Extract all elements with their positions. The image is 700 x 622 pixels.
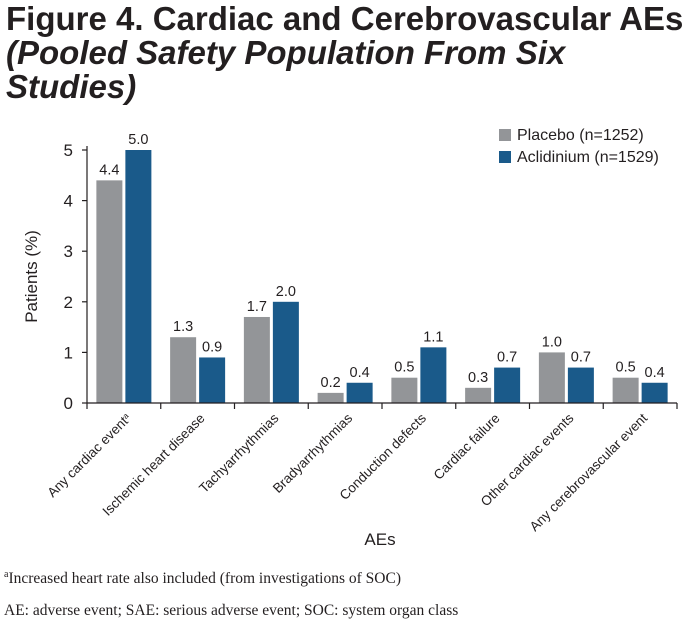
bar-value-label: 4.4	[99, 162, 119, 178]
bar-value-label: 0.4	[645, 365, 665, 381]
bar-placebo	[391, 377, 418, 403]
bar-aclidinium	[494, 367, 521, 403]
bar-placebo	[465, 387, 492, 403]
x-tick-label: Any cerebrovascular event	[527, 410, 651, 534]
x-tick-label-superscript: a	[121, 410, 131, 420]
bar-value-label: 0.9	[202, 339, 222, 355]
bar-placebo	[96, 180, 123, 403]
x-axis-title: AEs	[364, 530, 395, 549]
figure-title: Figure 4. Cardiac and Cerebrovascular AE…	[6, 2, 696, 104]
bar-aclidinium	[199, 357, 226, 403]
y-tick-label: 3	[64, 242, 73, 261]
y-tick-label: 5	[64, 141, 73, 160]
bar-value-label: 0.7	[571, 350, 591, 366]
x-tick-label: Tachyarrhythmias	[196, 410, 282, 496]
legend-swatch-placebo	[499, 129, 511, 141]
bar-aclidinium	[420, 347, 447, 403]
y-tick-label: 4	[64, 192, 73, 211]
figure-title-main: Figure 4. Cardiac and Cerebrovascular AE…	[6, 0, 684, 37]
bar-aclidinium	[125, 150, 152, 403]
bar-placebo	[612, 377, 639, 403]
bar-value-label: 0.2	[321, 375, 341, 391]
figure-title-subtitle: (Pooled Safety Population From Six Studi…	[6, 34, 566, 105]
bar-value-label: 0.5	[394, 360, 414, 376]
bar-value-label: 0.3	[468, 370, 488, 386]
bar-value-label: 1.7	[247, 299, 267, 315]
bar-value-label: 0.4	[350, 365, 370, 381]
bar-value-label: 0.5	[616, 360, 636, 376]
legend-label-placebo: Placebo (n=1252)	[517, 127, 644, 144]
bar-placebo	[243, 316, 270, 403]
bar-value-label: 1.0	[542, 334, 562, 350]
legend-swatch-aclidinium	[499, 151, 511, 163]
footnote-a-text: Increased heart rate also included (from…	[8, 570, 401, 587]
bar-value-label: 5.0	[128, 132, 148, 148]
y-tick-label: 0	[64, 394, 73, 413]
bar-value-label: 1.1	[423, 329, 443, 345]
bar-placebo	[317, 392, 344, 403]
bar-aclidinium	[641, 382, 668, 403]
bar-placebo	[170, 337, 197, 403]
footnote-abbreviations: AE: adverse event; SAE: serious adverse …	[4, 602, 459, 619]
legend-label-aclidinium: Aclidinium (n=1529)	[517, 149, 659, 166]
bar-aclidinium	[567, 367, 594, 403]
x-tick-label: Bradyarrhythmias	[270, 410, 356, 496]
bar-placebo	[538, 352, 565, 403]
bar-aclidinium	[346, 382, 373, 403]
bar-aclidinium	[272, 301, 299, 403]
bar-value-label: 2.0	[276, 284, 296, 300]
y-tick-label: 2	[64, 293, 73, 312]
footnote-a-marker: a	[4, 568, 9, 580]
y-tick-label: 1	[64, 343, 73, 362]
footnote-a: aIncreased heart rate also included (fro…	[4, 568, 401, 588]
x-tick-label: Cardiac failure	[431, 411, 503, 483]
bar-value-label: 0.7	[497, 350, 517, 366]
y-axis-title: Patients (%)	[22, 230, 41, 323]
bar-value-label: 1.3	[173, 319, 193, 335]
